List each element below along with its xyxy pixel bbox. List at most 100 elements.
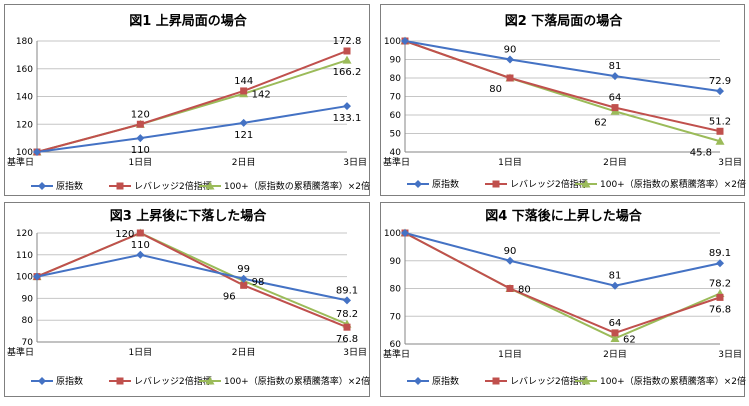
data-label: 72.9 [709,76,731,87]
chart-title: 図4 下落後に上昇した場合 [485,208,643,224]
point-lev [611,329,619,337]
y-tick-label: 100 [16,273,33,283]
point-lev [240,87,248,95]
point-base [716,259,724,268]
y-tick-label: 90 [22,294,34,304]
chart-panel-4: 図4 下落後に上昇した場合 60 70 80 90 100 基準日 1日目 2日目 3日目 90 80… [380,202,746,397]
y-tick-label: 60 [390,111,402,121]
legend-label: 100+（原指数の累積騰落率）×2倍 [600,178,746,190]
point-base [401,229,409,237]
series-line-lev [404,232,721,334]
x-tick-label: 3日目 [343,157,367,168]
x-tick-label: 2日目 [603,349,627,360]
legend-marker-base [38,182,46,190]
legend-label: レバレッジ2倍指標 [510,178,588,190]
data-label: 78.2 [336,309,358,320]
series-line-base [404,40,721,93]
data-label: 62 [594,117,607,128]
point-base [506,256,514,265]
chart-title: 図2 下落局面の場合 [505,13,624,29]
data-label: 98 [252,277,265,288]
point-base [239,118,248,127]
legend-label: 原指数 [56,375,83,387]
point-lev [240,281,248,289]
y-tick-label: 120 [16,120,33,130]
legend-marker-base [414,377,422,385]
legend-label: 100+（原指数の累積騰落率）×2倍 [600,375,746,387]
legend-label: 原指数 [56,180,83,192]
data-label: 110 [131,240,150,251]
y-tick-label: 70 [22,338,34,348]
x-tick-label: 3日目 [718,157,742,168]
y-tick-label: 80 [390,74,402,84]
y-tick-label: 80 [22,316,34,326]
data-label: 80 [518,285,531,296]
y-tick-label: 40 [390,148,402,158]
x-tick-label: 基準日 [7,156,34,168]
y-tick-label: 90 [390,56,402,66]
data-label: 110 [131,145,150,156]
point-lev [506,74,514,82]
legend-marker-cum [205,376,215,385]
legend-label: レバレッジ2倍指標 [510,375,588,387]
y-tick-label: 180 [16,37,33,47]
point-lev [716,127,724,135]
point-lev [611,104,619,112]
x-tick-label: 基準日 [383,156,410,168]
series-line-cum [404,40,721,143]
x-tick-label: 2日目 [232,347,256,358]
chart-panel-2: 図2 下落局面の場合 40 50 60 70 80 90 100 基準日 1日目 2日目 3日目 90 8… [380,4,746,196]
series-line-base [36,253,348,302]
legend-label: レバレッジ2倍指標 [134,375,212,387]
point-cum [342,55,352,64]
point-lev [136,120,144,128]
x-tick-label: 1日目 [498,157,522,168]
y-tick-label: 110 [16,251,33,261]
data-label: 99 [237,264,250,275]
legend-marker-base [414,180,422,188]
data-label: 81 [609,61,622,72]
series-line-cum [36,231,348,326]
point-base [506,55,514,64]
point-base [716,87,724,96]
point-lev [343,323,351,331]
chart-title: 図3 上昇後に下落した場合 [110,208,268,224]
x-tick-label: 基準日 [383,348,410,360]
legend-marker-cum [581,179,591,188]
y-tick-label: 100 [384,229,401,239]
legend-marker-base [38,377,46,385]
chart-panel-1: 図1 上昇局面の場合 100 120 140 160 180 基準日 1日目 2日目 3日目 110… [4,4,370,196]
y-tick-label: 60 [390,340,402,350]
x-tick-label: 基準日 [7,346,34,358]
y-tick-label: 70 [390,93,402,103]
point-lev [136,229,144,237]
y-tick-label: 50 [390,130,402,140]
data-label: 76.8 [336,334,358,345]
point-base [611,72,619,81]
data-label: 120 [115,229,134,240]
series-line-lev [404,40,721,133]
data-label: 64 [609,93,622,104]
chart4-svg: 図4 下落後に上昇した場合 60 70 80 90 100 基準日 1日目 2日目 3日目 90 80… [383,208,746,387]
legend-label: レバレッジ2倍指標 [134,180,212,192]
data-label: 76.8 [709,304,731,315]
x-tick-label: 3日目 [343,347,367,358]
data-label: 80 [489,84,502,95]
data-label: 45.8 [690,147,712,158]
y-tick-label: 90 [390,257,402,267]
data-label: 90 [504,45,517,56]
data-label: 96 [223,291,236,302]
y-tick-label: 140 [16,93,33,103]
data-label: 133.1 [333,113,362,124]
data-label: 120 [131,109,150,120]
legend-marker-lev [492,377,500,385]
y-tick-label: 100 [384,37,401,47]
chart2-svg: 図2 下落局面の場合 40 50 60 70 80 90 100 基準日 1日目 2日目 3日目 90 8… [383,13,746,190]
data-label: 89.1 [709,248,731,259]
point-base [136,250,145,259]
data-label: 62 [623,334,636,345]
y-tick-label: 120 [16,229,33,239]
legend-label: 原指数 [432,375,459,387]
series-line-lev [36,231,348,329]
chart-panel-3: 図3 上昇後に下落した場合 70 80 90 100 110 120 基準日 1日目 2日目 3日目… [4,202,370,397]
